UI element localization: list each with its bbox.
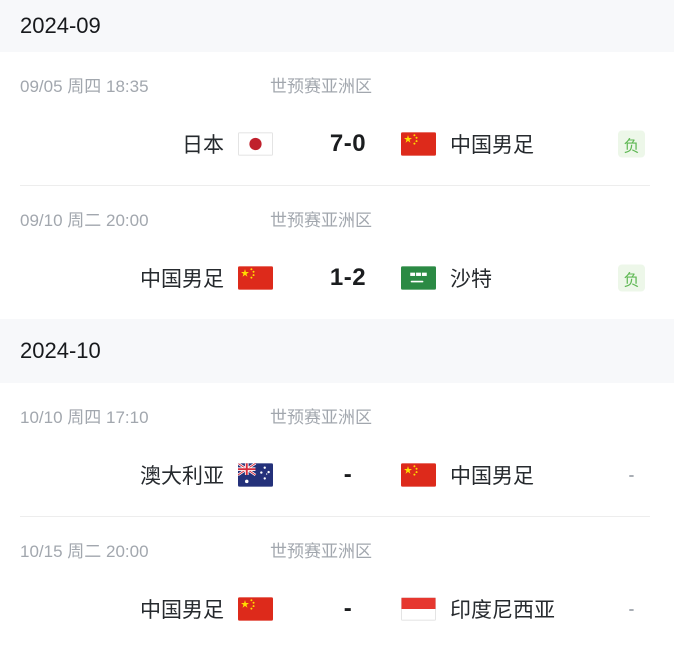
competition-name: 世预赛亚洲区 xyxy=(270,77,372,96)
match-teams-row: 中国男足 - 印度尼西亚 - xyxy=(20,594,654,624)
match-score: 7-0 xyxy=(329,130,367,157)
match-score: - xyxy=(343,595,353,622)
home-team: 中国男足 xyxy=(20,263,295,293)
match-score: - xyxy=(343,461,353,488)
match-score: 1-2 xyxy=(329,264,367,291)
competition-name: 世预赛亚洲区 xyxy=(270,408,372,427)
match-meta: 10/10 周四 17:10 世预赛亚洲区 xyxy=(20,408,654,428)
china-flag-icon xyxy=(401,463,436,487)
away-team: 印度尼西亚 xyxy=(401,594,654,624)
match-datetime: 10/15 周二 20:00 xyxy=(20,542,149,561)
result-placeholder: - xyxy=(628,599,635,618)
match-teams-row: 澳大利亚 - 中国男足 - xyxy=(20,460,654,490)
result-badge: 负 xyxy=(618,264,645,292)
result-placeholder: - xyxy=(628,465,635,484)
away-team-name: 印度尼西亚 xyxy=(450,599,555,622)
match-row-china-vs-saudi[interactable]: 09/10 周二 20:00 世预赛亚洲区 中国男足 1-2 沙特 负 xyxy=(0,186,674,319)
home-team: 日本 xyxy=(20,129,295,159)
match-row-japan-vs-china[interactable]: 09/05 周四 18:35 世预赛亚洲区 日本 7-0 中国男足 负 xyxy=(0,52,674,185)
divider xyxy=(20,516,650,517)
home-team: 澳大利亚 xyxy=(20,460,295,490)
away-team: 沙特 xyxy=(401,263,654,293)
away-team-name: 中国男足 xyxy=(450,465,534,488)
japan-flag-icon xyxy=(238,132,273,156)
china-flag-icon xyxy=(238,597,273,621)
match-meta: 10/15 周二 20:00 世预赛亚洲区 xyxy=(20,542,654,562)
saudi-arabia-flag-icon xyxy=(401,266,436,290)
section-header-2024-10: 2024-10 xyxy=(0,319,674,383)
match-datetime: 09/10 周二 20:00 xyxy=(20,211,149,230)
match-meta: 09/10 周二 20:00 世预赛亚洲区 xyxy=(20,211,654,231)
match-row-china-vs-indonesia[interactable]: 10/15 周二 20:00 世预赛亚洲区 中国男足 - 印度尼西亚 - xyxy=(0,517,674,650)
away-team-name: 沙特 xyxy=(450,268,492,291)
match-datetime: 09/05 周四 18:35 xyxy=(20,77,149,96)
match-meta: 09/05 周四 18:35 世预赛亚洲区 xyxy=(20,77,654,97)
indonesia-flag-icon xyxy=(401,597,436,621)
match-teams-row: 中国男足 1-2 沙特 负 xyxy=(20,263,654,293)
away-team: 中国男足 xyxy=(401,460,654,490)
section-header-2024-09: 2024-09 xyxy=(0,0,674,52)
home-team-name: 中国男足 xyxy=(140,268,224,291)
home-team-name: 澳大利亚 xyxy=(140,465,224,488)
away-team: 中国男足 xyxy=(401,129,654,159)
divider xyxy=(20,185,650,186)
australia-flag-icon xyxy=(238,463,273,487)
away-team-name: 中国男足 xyxy=(450,134,534,157)
china-flag-icon xyxy=(401,132,436,156)
home-team: 中国男足 xyxy=(20,594,295,624)
china-flag-icon xyxy=(238,266,273,290)
result-badge: 负 xyxy=(618,130,645,158)
competition-name: 世预赛亚洲区 xyxy=(270,542,372,561)
match-teams-row: 日本 7-0 中国男足 负 xyxy=(20,129,654,159)
home-team-name: 中国男足 xyxy=(140,599,224,622)
competition-name: 世预赛亚洲区 xyxy=(270,211,372,230)
match-row-australia-vs-china[interactable]: 10/10 周四 17:10 世预赛亚洲区 澳大利亚 - 中国男足 - xyxy=(0,383,674,516)
home-team-name: 日本 xyxy=(182,134,224,157)
section-title: 2024-09 xyxy=(20,13,101,38)
section-title: 2024-10 xyxy=(20,338,101,363)
match-datetime: 10/10 周四 17:10 xyxy=(20,408,149,427)
